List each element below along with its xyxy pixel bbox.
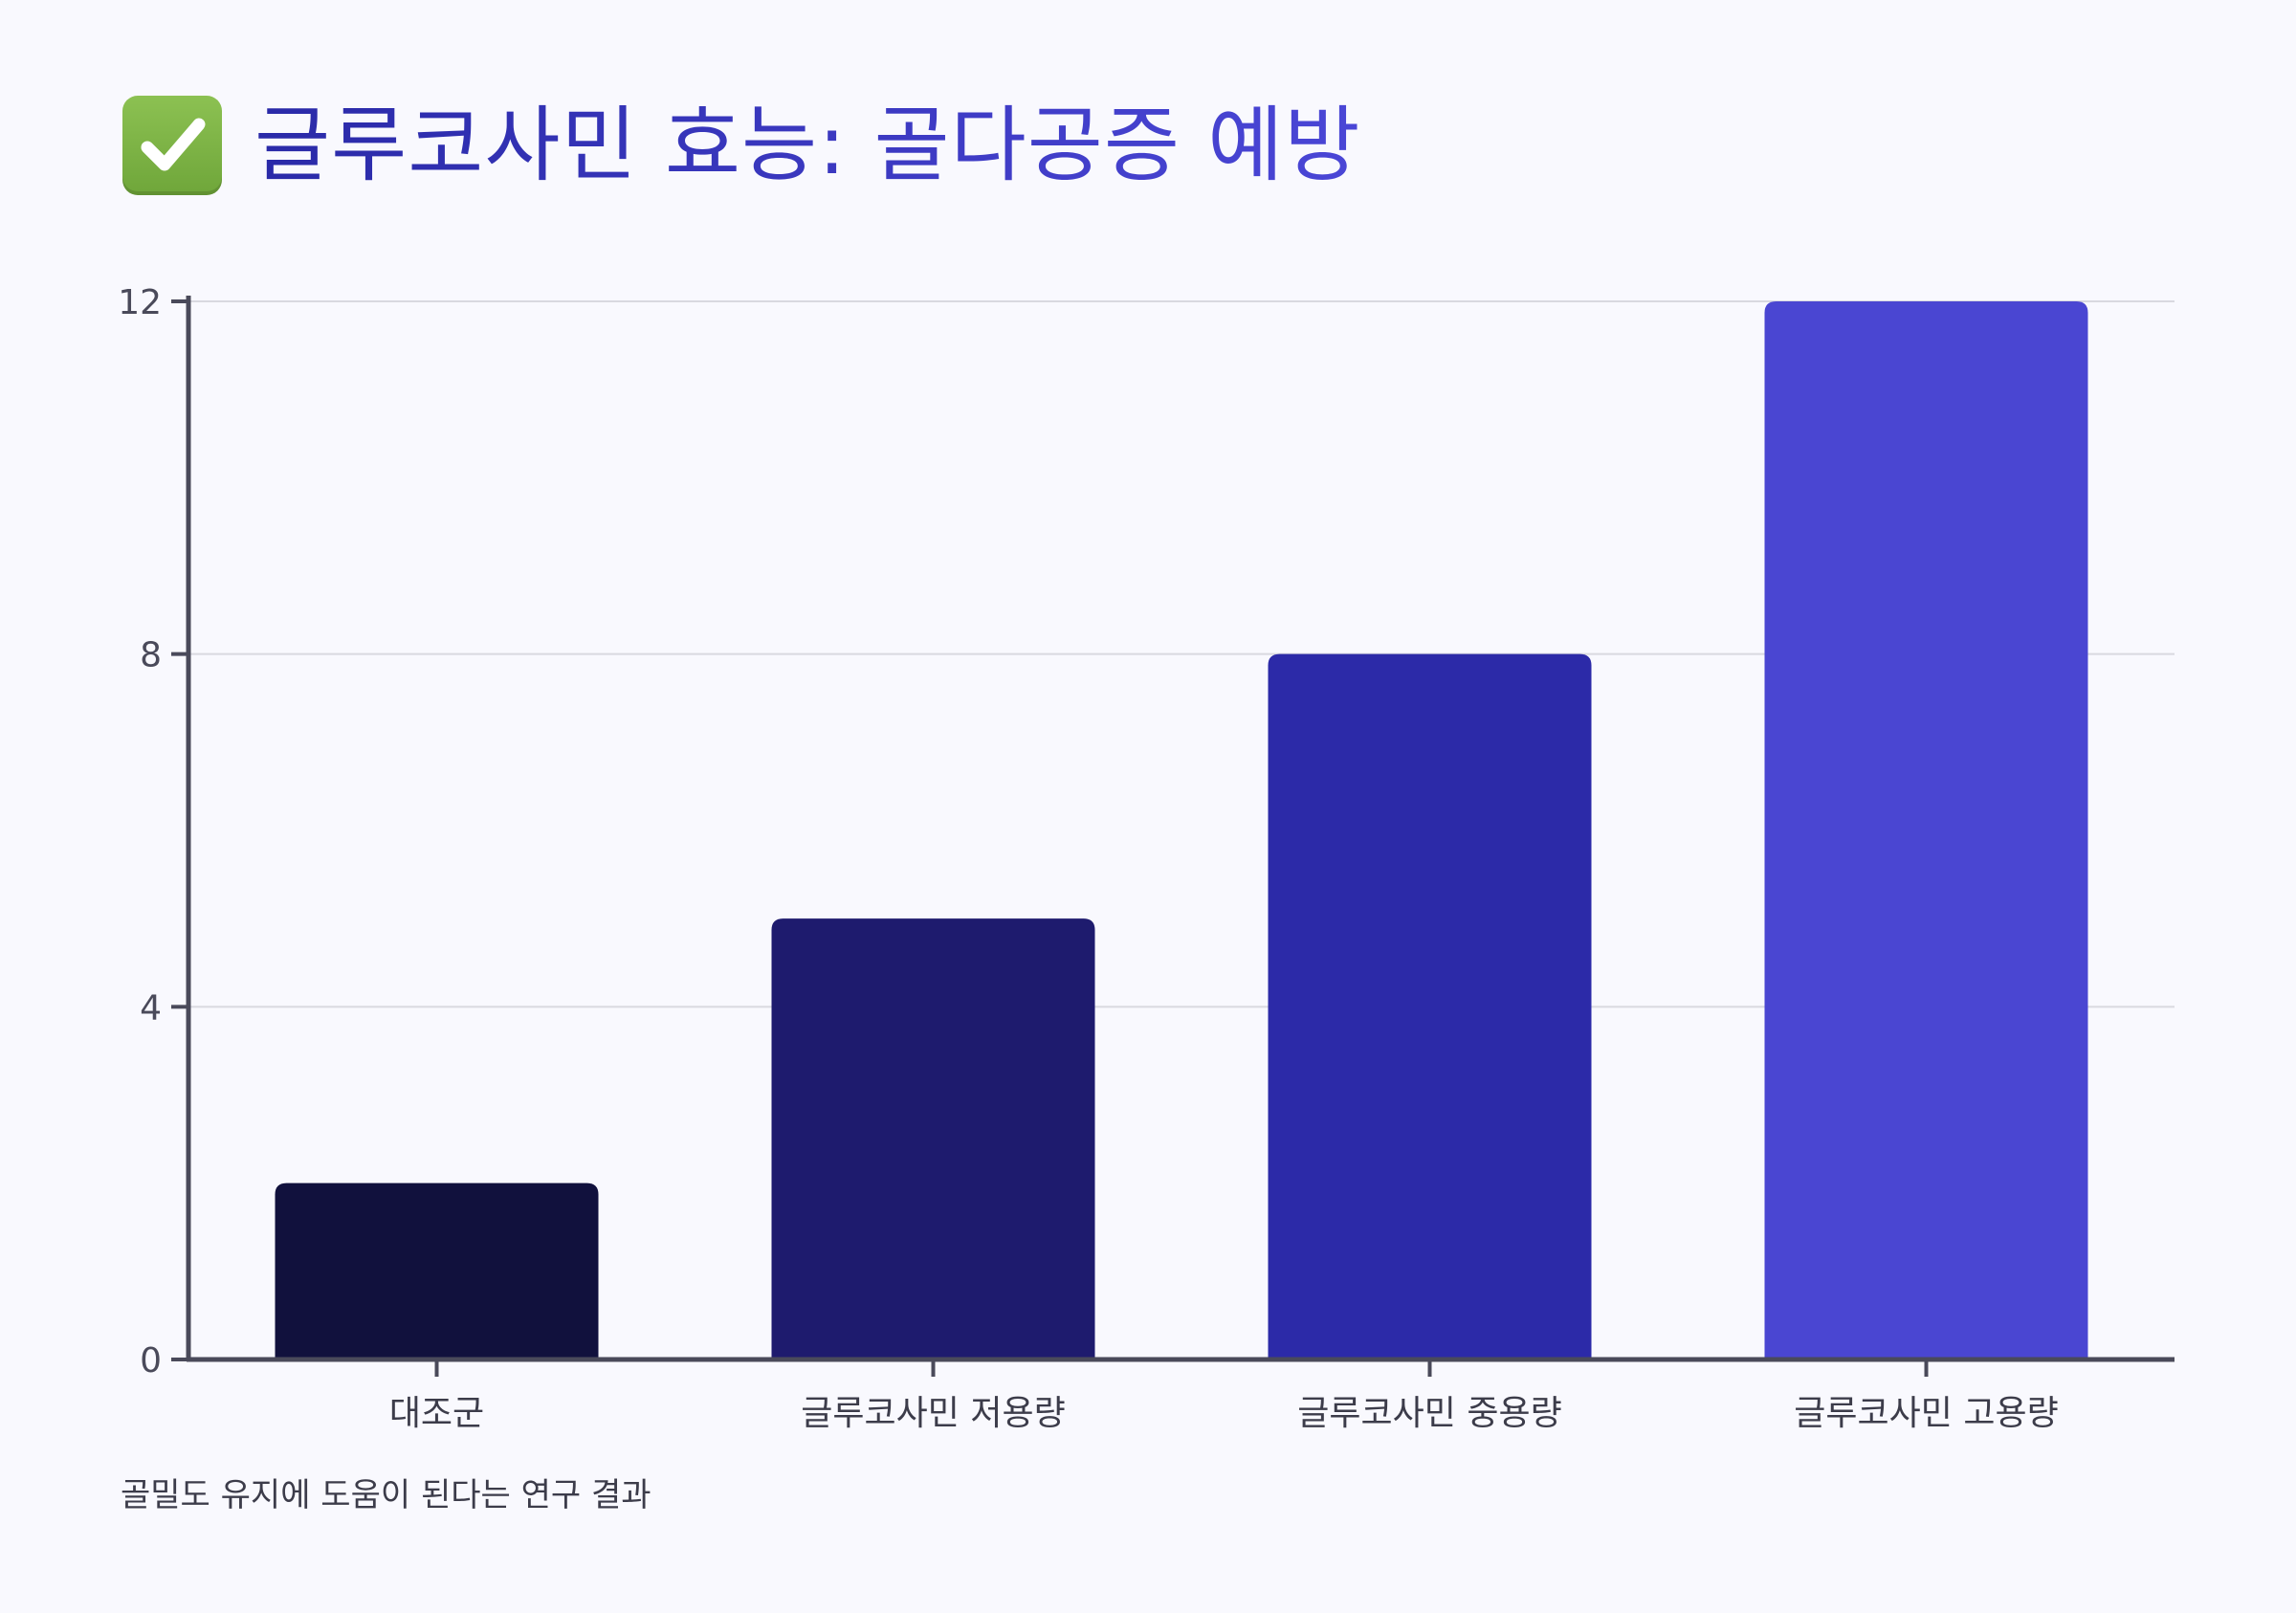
x-category-label: 글루코사민 저용량 <box>801 1394 1065 1433</box>
y-tick-label: 4 <box>140 988 162 1027</box>
axes <box>171 296 2175 1377</box>
x-category-label: 글루코사민 중용량 <box>1297 1394 1561 1433</box>
chart-title: 글루코사민 효능: 골다공증 예방 <box>254 98 1361 193</box>
chart-caption: 골밀도 유지에 도움이 된다는 연구 결과 <box>121 1476 651 1514</box>
x-category-label: 대조군 <box>389 1394 484 1433</box>
bars <box>275 301 2088 1359</box>
bar-1 <box>275 1182 599 1359</box>
check-mark-button-icon <box>122 96 222 195</box>
bar-4 <box>1764 301 2088 1359</box>
labels: 0 4 8 12 대조군 글루코사민 저용량 글루코사민 중용량 글루코사민 고용량 <box>118 283 2059 1433</box>
bar-3 <box>1268 653 1592 1359</box>
y-tick-label: 8 <box>140 636 162 675</box>
bar-2 <box>771 918 1095 1359</box>
y-tick-label: 0 <box>140 1341 162 1381</box>
y-tick-label: 12 <box>118 283 162 322</box>
x-category-label: 글루코사민 고용량 <box>1794 1394 2058 1433</box>
title-row: 글루코사민 효능: 골다공증 예방 <box>122 88 1361 203</box>
